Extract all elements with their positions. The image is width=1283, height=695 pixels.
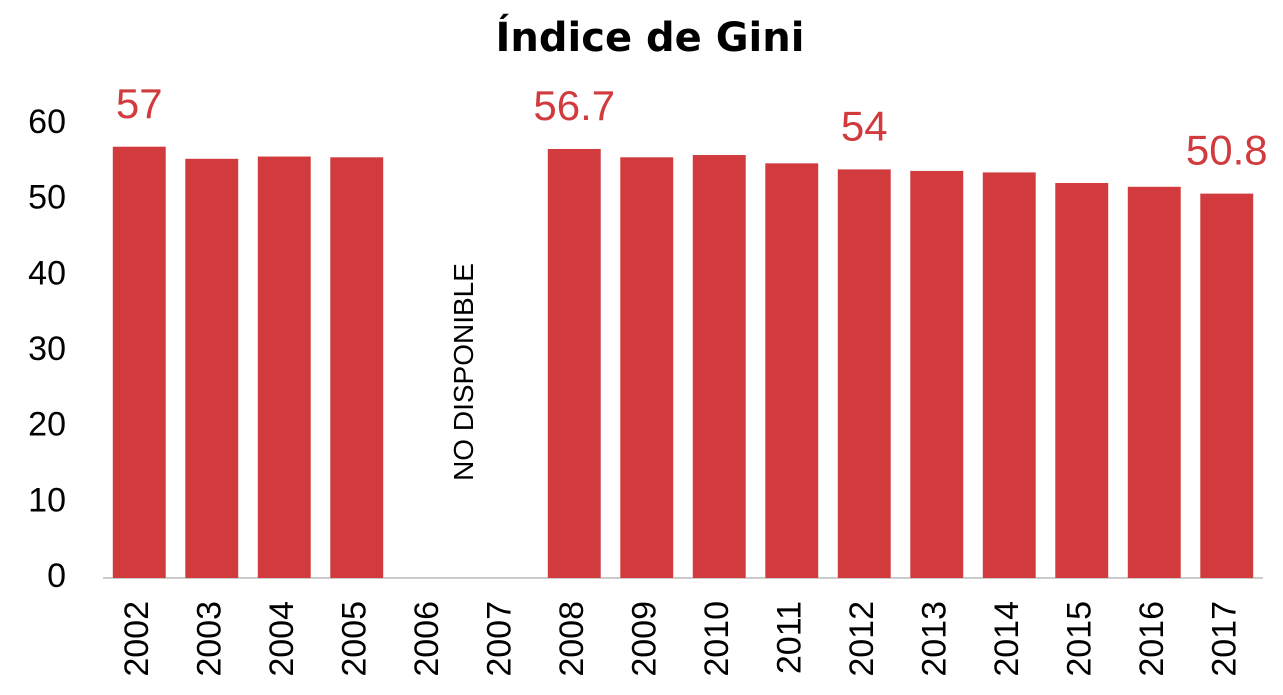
y-tick-label: 50 [28,179,66,217]
x-tick-label: 2009 [626,601,664,677]
x-tick-label: 2015 [1061,601,1099,677]
x-tick-label: 2014 [988,601,1026,677]
value-label: 54 [841,102,888,149]
chart-title: Índice de Gini [496,13,805,61]
x-tick-label: 2011 [771,601,809,674]
bar [982,172,1036,578]
bar [1127,186,1181,578]
y-tick-label: 40 [28,254,66,292]
x-tick-label: 2012 [843,601,881,677]
x-tick-label: 2006 [408,601,446,677]
x-tick-label: 2003 [191,601,229,677]
bar [692,155,746,579]
bar [257,156,311,578]
x-tick-label: 2002 [118,601,156,677]
x-tick-label: 2008 [553,601,591,677]
bar [765,163,819,578]
bar [1055,183,1109,578]
x-tick-label: 2016 [1133,601,1171,677]
x-tick-label: 2017 [1206,601,1244,677]
y-tick-label: 0 [47,557,66,595]
x-tick-label: 2010 [698,601,736,677]
bar [837,169,891,578]
y-tick-label: 30 [28,330,66,368]
y-tick-label: 10 [28,481,66,519]
y-tick-label: 60 [28,103,66,141]
x-tick-label: 2007 [481,601,519,677]
value-label: 57 [116,80,163,127]
bar [620,157,674,578]
bar [330,157,384,578]
y-tick-label: 20 [28,406,66,444]
x-tick-label: 2004 [263,601,301,677]
bar [547,148,601,578]
x-tick-label: 2005 [336,601,374,677]
x-tick-label: 2013 [916,601,954,677]
value-label: 50.8 [1186,127,1268,174]
bar [185,158,239,578]
annotation: NO DISPONIBLE [448,263,479,481]
value-label: 56.7 [533,82,615,129]
bar [910,170,964,578]
bar [1200,193,1254,578]
bar [112,146,166,578]
